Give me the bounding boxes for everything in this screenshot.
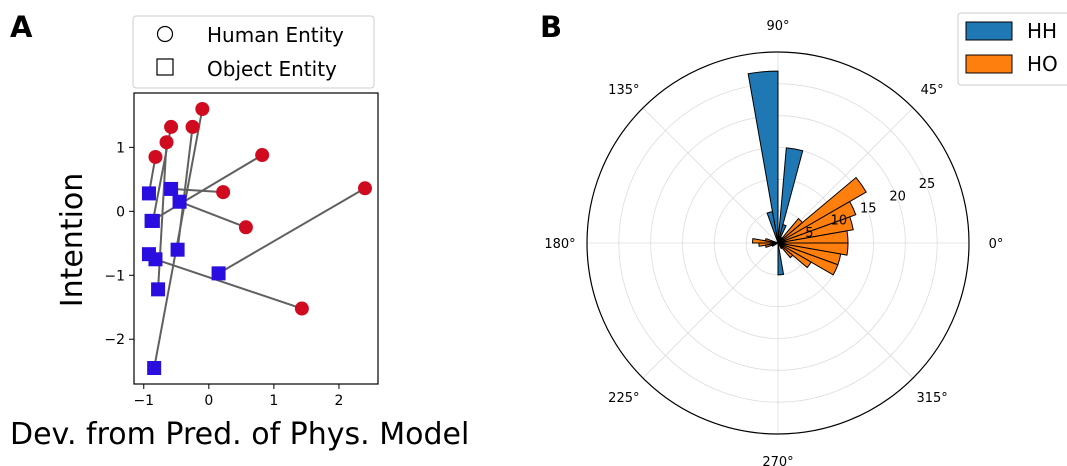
polar-bar-ho	[777, 176, 867, 244]
y-tick-label: −2	[104, 332, 125, 348]
polar-bar-ho	[777, 242, 783, 250]
polar-bar-hh	[766, 211, 779, 244]
polar-bar-ho	[777, 236, 783, 244]
human-entity-point	[294, 301, 309, 316]
polar-bar-ho	[777, 242, 839, 276]
angle-label: 180°	[544, 237, 575, 252]
connection-line	[176, 126, 194, 250]
legend-label-ho: HO	[1027, 52, 1058, 76]
legend-label-human: Human Entity	[207, 23, 344, 47]
human-entity-point	[238, 220, 253, 235]
legend-swatch-ho	[965, 54, 1013, 74]
polar-bars	[747, 70, 867, 276]
panel-label-a: A	[10, 10, 33, 44]
legend-a-frame	[132, 15, 375, 89]
y-tick-label: 1	[116, 140, 125, 156]
angular-gridline	[777, 242, 914, 379]
polar-bar-hh	[747, 70, 779, 244]
object-entity-point	[151, 282, 166, 297]
object-entity-point	[170, 242, 185, 257]
connection-line	[179, 200, 247, 229]
human-entity-point	[195, 101, 210, 116]
angle-label: 45°	[921, 83, 944, 98]
human-entity-point	[216, 185, 231, 200]
angular-gridline	[642, 107, 779, 244]
polar-outline	[586, 51, 970, 435]
x-tick-label: 1	[269, 393, 278, 409]
polar-bar-hh	[777, 223, 787, 244]
object-entity-point	[141, 186, 156, 201]
plot-frame	[133, 92, 379, 385]
legend-label-hh: HH	[1027, 19, 1057, 43]
human-entity-point	[255, 148, 270, 163]
radial-tick-label: 20	[889, 189, 906, 204]
polar-bar-hh	[777, 242, 785, 276]
legend-a: Human Entity Object Entity	[132, 15, 375, 89]
angle-label: 90°	[766, 19, 789, 34]
object-entity-point	[164, 181, 179, 196]
angle-label: 270°	[762, 455, 793, 466]
polar-bar-ho	[764, 237, 779, 244]
human-entity-point	[159, 135, 174, 150]
polar-labels: 0° 45° 90° 135° 180° 225° 270° 315° 5 10 15 20 25	[544, 19, 1003, 466]
x-axis-label: Dev. from Pred. of Phys. Model	[10, 417, 469, 452]
polar-histogram: 0° 45° 90° 135° 180° 225° 270° 315° 5 10 15 20 25	[544, 19, 1003, 466]
polar-bar-ho	[771, 242, 779, 247]
x-tick-label: 2	[334, 393, 343, 409]
polar-bar-ho	[777, 242, 812, 269]
human-entity-point	[185, 119, 200, 134]
connection-line	[155, 258, 303, 310]
object-entity-point	[147, 361, 162, 376]
scatter-ticks: −1 0 1 2 −2 −1 0 1	[104, 140, 343, 409]
human-entity-point	[148, 149, 163, 164]
angle-label: 0°	[989, 237, 1004, 252]
connection-line	[171, 187, 224, 194]
x-tick-label: −1	[133, 393, 154, 409]
connection-line	[151, 154, 263, 222]
human-entity-point	[357, 181, 372, 196]
object-entity-point	[144, 213, 159, 228]
angle-label: 225°	[608, 391, 639, 406]
polar-bar-hh	[777, 147, 804, 244]
x-tick-label: 0	[204, 393, 213, 409]
radial-tick-label: 25	[919, 177, 936, 192]
object-entity-point	[211, 266, 226, 281]
y-axis-label: Intention	[55, 173, 90, 308]
radial-tick-label: 15	[860, 201, 877, 216]
polar-bar-ho	[777, 200, 857, 244]
legend-circle-marker	[156, 25, 174, 43]
legend-square-marker	[156, 58, 174, 76]
y-tick-label: 0	[116, 204, 125, 220]
panel-label-b: B	[540, 10, 562, 44]
human-entity-point	[164, 119, 179, 134]
connection-lines	[147, 108, 366, 369]
polar-bar-ho	[777, 216, 854, 244]
angular-gridline	[642, 242, 779, 379]
legend-swatch-hh	[965, 21, 1013, 41]
object-entity-point	[172, 194, 187, 209]
radial-tick-label: 10	[831, 214, 848, 229]
object-entity-point	[141, 247, 156, 262]
scatter-points	[141, 101, 372, 376]
polar-bar-ho	[777, 217, 804, 244]
y-tick-label: −1	[104, 268, 125, 284]
angle-label: 135°	[608, 83, 639, 98]
connection-line	[218, 187, 366, 275]
legend-b: HH HO	[957, 12, 1067, 86]
legend-label-object: Object Entity	[207, 57, 337, 81]
angle-label: 315°	[916, 391, 947, 406]
radial-tick-label: 5	[805, 226, 813, 241]
scatter-plot: −1 0 1 2 −2 −1 0 1	[104, 92, 379, 409]
